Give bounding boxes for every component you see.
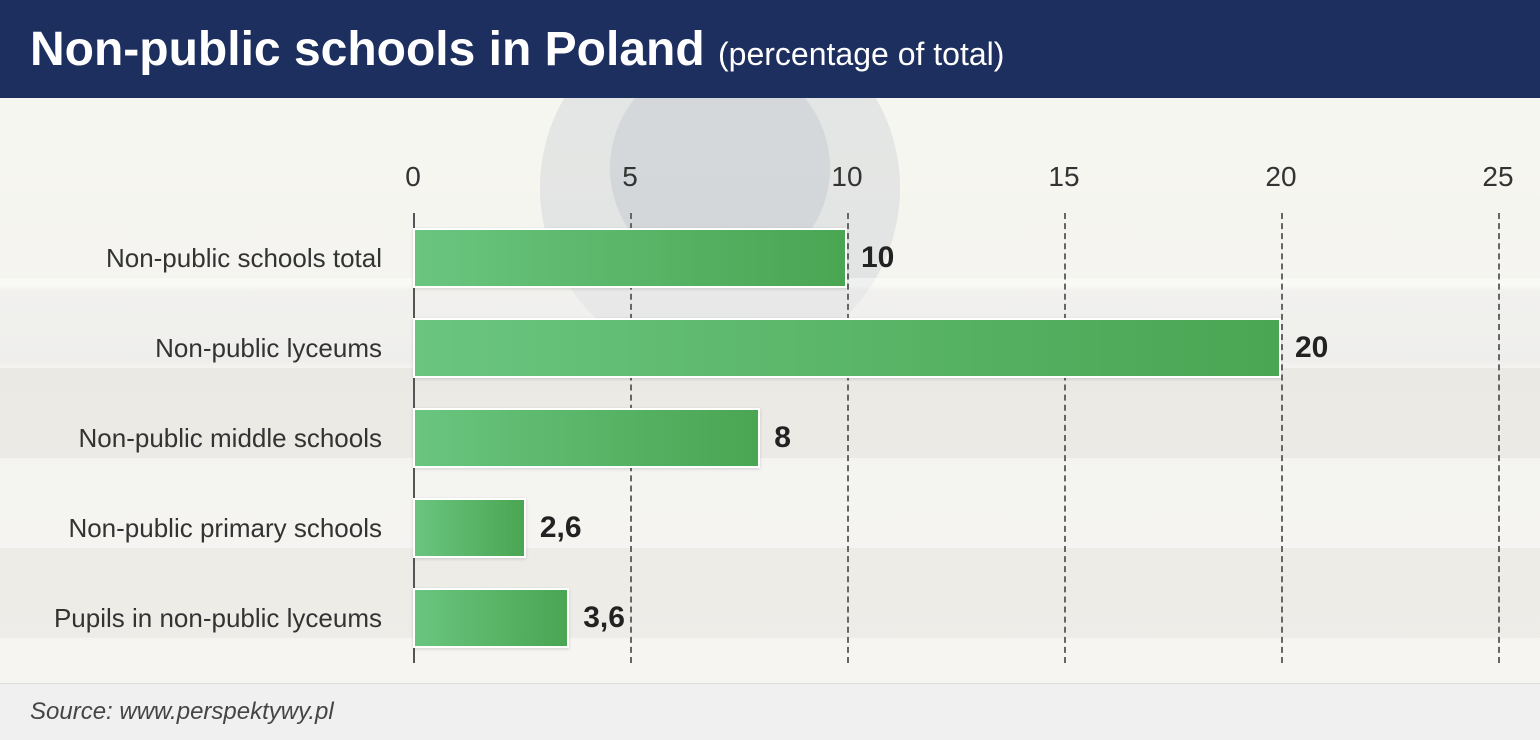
bar-row: Non-public middle schools 8 xyxy=(0,393,1498,483)
category-label: Pupils in non-public lyceums xyxy=(0,603,400,634)
source-footer: Source: www.perspektywy.pl xyxy=(0,683,1540,740)
x-tick-label: 15 xyxy=(1048,161,1079,193)
x-tick-label: 10 xyxy=(831,161,862,193)
bar-value-label: 3,6 xyxy=(569,588,625,648)
x-tick-label: 20 xyxy=(1265,161,1296,193)
bar-wrap: 8 xyxy=(400,408,1498,468)
category-label: Non-public schools total xyxy=(0,243,400,274)
bar xyxy=(413,408,760,468)
bar-row: Non-public lyceums 20 xyxy=(0,303,1498,393)
bar-value-label: 10 xyxy=(847,228,894,288)
bar-wrap: 3,6 xyxy=(400,588,1498,648)
bar-wrap: 2,6 xyxy=(400,498,1498,558)
bar xyxy=(413,498,526,558)
x-tick-label: 25 xyxy=(1482,161,1513,193)
grid-line xyxy=(1498,213,1500,663)
bar xyxy=(413,318,1281,378)
title-main: Non-public schools in Poland xyxy=(30,23,705,76)
bar-chart: 0510152025Non-public schools total10Non-… xyxy=(0,98,1540,683)
bar xyxy=(413,588,569,648)
bar-value-label: 2,6 xyxy=(526,498,582,558)
bar-wrap: 20 xyxy=(400,318,1498,378)
bar-row: Non-public primary schools 2,6 xyxy=(0,483,1498,573)
chart-header: Non-public schools in Poland (percentage… xyxy=(0,0,1540,98)
x-tick-label: 0 xyxy=(405,161,421,193)
category-label: Non-public middle schools xyxy=(0,423,400,454)
category-label: Non-public primary schools xyxy=(0,513,400,544)
bar-wrap: 10 xyxy=(400,228,1498,288)
x-tick-label: 5 xyxy=(622,161,638,193)
bar xyxy=(413,228,847,288)
plot-area: 0510152025Non-public schools total10Non-… xyxy=(413,213,1498,663)
title-subtitle: (percentage of total) xyxy=(718,36,1004,72)
bar-row: Non-public schools total 10 xyxy=(0,213,1498,303)
bar-row: Pupils in non-public lyceums 3,6 xyxy=(0,573,1498,663)
bar-value-label: 20 xyxy=(1281,318,1328,378)
category-label: Non-public lyceums xyxy=(0,333,400,364)
source-text: Source: www.perspektywy.pl xyxy=(30,698,334,726)
bar-value-label: 8 xyxy=(760,408,791,468)
chart-title: Non-public schools in Poland (percentage… xyxy=(30,22,1004,77)
